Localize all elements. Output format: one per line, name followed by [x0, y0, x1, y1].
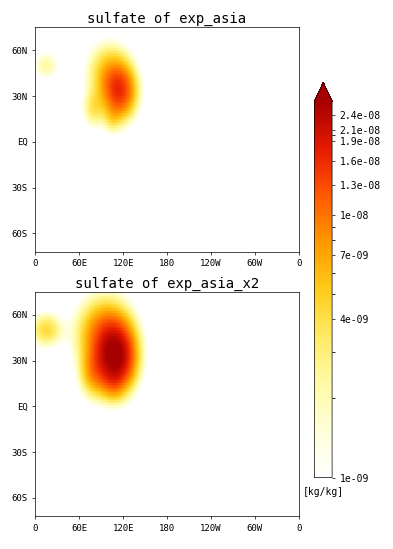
PathPatch shape	[314, 82, 332, 101]
Title: sulfate of exp_asia_x2: sulfate of exp_asia_x2	[75, 277, 259, 291]
Title: sulfate of exp_asia: sulfate of exp_asia	[88, 12, 246, 26]
Text: [kg/kg]: [kg/kg]	[303, 487, 344, 497]
